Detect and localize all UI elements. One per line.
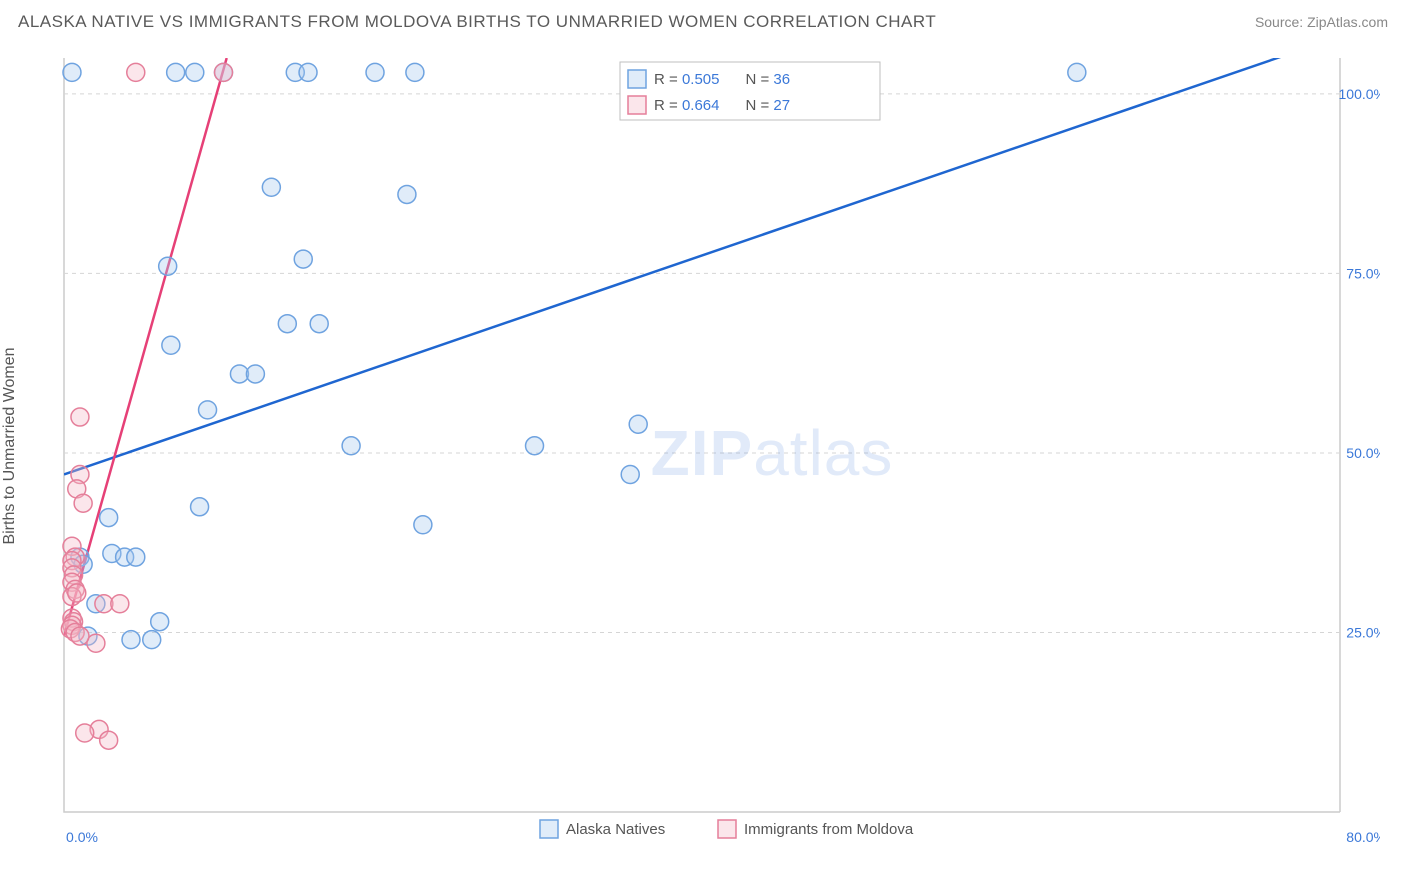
data-point bbox=[159, 257, 177, 275]
legend-swatch bbox=[628, 96, 646, 114]
data-point bbox=[143, 631, 161, 649]
data-point bbox=[71, 627, 89, 645]
data-point bbox=[122, 631, 140, 649]
y-tick-label: 100.0% bbox=[1339, 86, 1380, 102]
data-point bbox=[151, 613, 169, 631]
scatter-chart: 25.0%50.0%75.0%100.0%0.0%80.0%ZIPatlasR … bbox=[50, 44, 1380, 844]
data-point bbox=[167, 63, 185, 81]
y-tick-label: 25.0% bbox=[1346, 624, 1380, 640]
data-point bbox=[278, 315, 296, 333]
data-point bbox=[310, 315, 328, 333]
data-point bbox=[406, 63, 424, 81]
data-point bbox=[366, 63, 384, 81]
data-point bbox=[63, 63, 81, 81]
data-point bbox=[215, 63, 233, 81]
watermark: ZIPatlas bbox=[651, 417, 894, 489]
legend-swatch bbox=[718, 820, 736, 838]
data-point bbox=[68, 584, 86, 602]
x-tick-label: 0.0% bbox=[66, 829, 98, 844]
header: ALASKA NATIVE VS IMMIGRANTS FROM MOLDOVA… bbox=[0, 0, 1406, 44]
data-point bbox=[74, 494, 92, 512]
data-point bbox=[294, 250, 312, 268]
data-point bbox=[162, 336, 180, 354]
x-tick-label: 80.0% bbox=[1346, 829, 1380, 844]
data-point bbox=[76, 724, 94, 742]
data-point bbox=[299, 63, 317, 81]
data-point bbox=[526, 437, 544, 455]
data-point bbox=[342, 437, 360, 455]
data-point bbox=[71, 408, 89, 426]
data-point bbox=[186, 63, 204, 81]
data-point bbox=[629, 415, 647, 433]
legend-swatch bbox=[540, 820, 558, 838]
data-point bbox=[100, 509, 118, 527]
data-point bbox=[414, 516, 432, 534]
legend-swatch bbox=[628, 70, 646, 88]
y-tick-label: 50.0% bbox=[1346, 445, 1380, 461]
data-point bbox=[127, 63, 145, 81]
source-label: Source: ZipAtlas.com bbox=[1255, 14, 1388, 30]
data-point bbox=[246, 365, 264, 383]
data-point bbox=[1068, 63, 1086, 81]
data-point bbox=[111, 595, 129, 613]
trend-line bbox=[64, 58, 227, 636]
y-tick-label: 75.0% bbox=[1346, 265, 1380, 281]
data-point bbox=[199, 401, 217, 419]
legend-series-label: Alaska Natives bbox=[566, 821, 665, 838]
data-point bbox=[262, 178, 280, 196]
data-point bbox=[398, 185, 416, 203]
plot-area: 25.0%50.0%75.0%100.0%0.0%80.0%ZIPatlasR … bbox=[50, 44, 1380, 844]
chart-title: ALASKA NATIVE VS IMMIGRANTS FROM MOLDOVA… bbox=[18, 12, 936, 32]
data-point bbox=[100, 731, 118, 749]
legend-series-label: Immigrants from Moldova bbox=[744, 821, 914, 838]
data-point bbox=[621, 465, 639, 483]
y-axis-label: Births to Unmarried Women bbox=[1, 347, 19, 544]
data-point bbox=[127, 548, 145, 566]
data-point bbox=[191, 498, 209, 516]
